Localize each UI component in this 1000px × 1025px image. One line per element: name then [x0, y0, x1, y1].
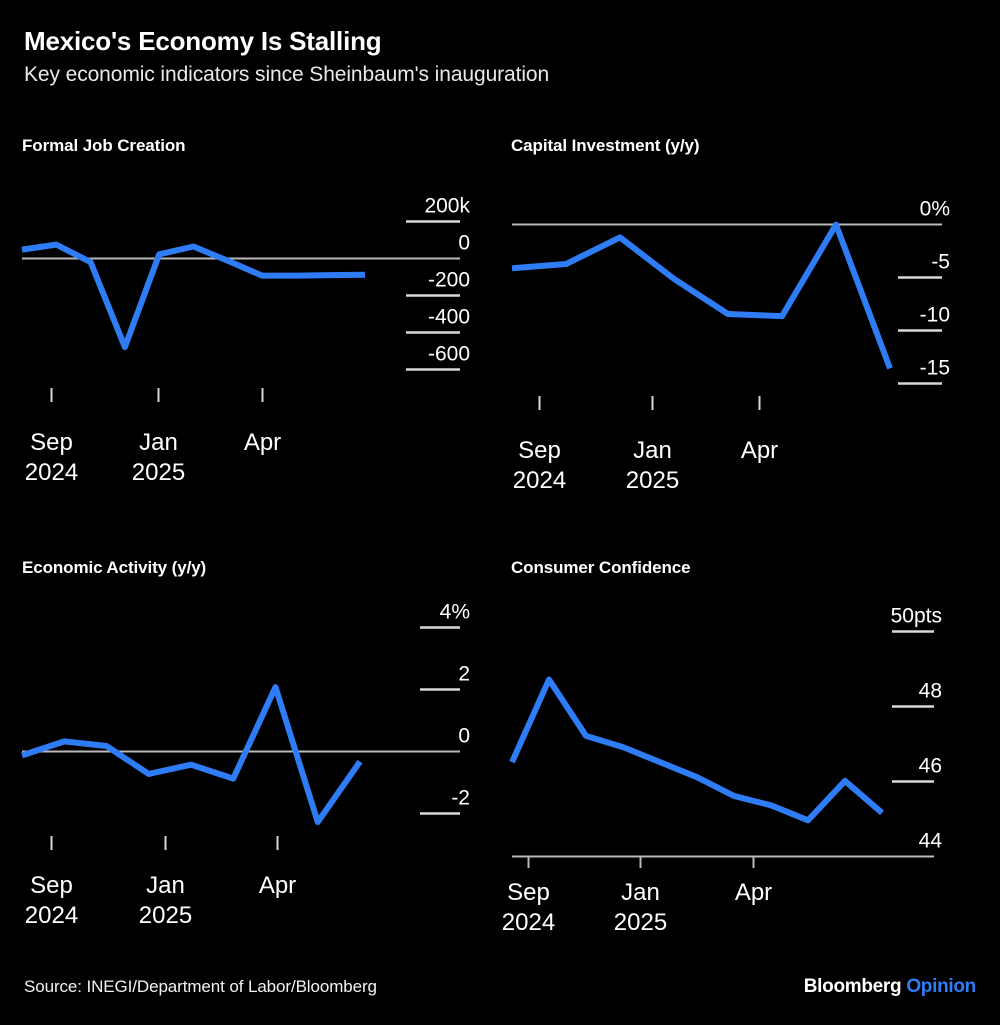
chart-svg-formal-job-creation: 200k 0 -200 -400 -600 Sep 2024 Jan 2025 Apr: [21, 195, 470, 486]
x-tick-label-month: Jan: [621, 879, 660, 906]
source-note: Source: INEGI/Department of Labor/Bloomb…: [24, 977, 377, 996]
x-tick-label-year: 2024: [25, 459, 78, 486]
x-tick-label-month: Jan: [146, 872, 185, 899]
y-tick-label: -200: [428, 269, 470, 292]
x-tick-label-year: 2024: [25, 902, 78, 929]
y-tick-label: 0: [458, 725, 470, 748]
chart-panel-capital-investment: Capital Investment (y/y): [511, 136, 700, 156]
page-subtitle: Key economic indicators since Sheinbaum'…: [24, 63, 550, 86]
x-tick-label-year: 2024: [513, 467, 566, 494]
y-tick-label: 200k: [424, 195, 470, 218]
data-series-line-formal-job-creation: [21, 241, 366, 351]
y-tick-label: 0: [458, 232, 470, 255]
x-tick-label-month: Sep: [30, 429, 73, 456]
y-tick-label: 2: [458, 663, 470, 686]
x-tick-label-month: Jan: [633, 437, 672, 464]
chart-plot-economic-activity: 4% 2 0 -2 Sep 2024 Jan 2025 Apr: [0, 588, 480, 933]
x-tick-label-year: 2024: [502, 909, 555, 933]
chart-title-capital-investment: Capital Investment (y/y): [511, 136, 700, 155]
y-tick-label: 4%: [440, 601, 470, 624]
x-tick-label-month: Jan: [139, 429, 178, 456]
y-tick-label: 44: [919, 830, 943, 853]
y-tick-label: 46: [919, 755, 942, 778]
chart-panel-formal-job-creation: Formal Job Creation: [22, 136, 186, 156]
x-tick-label-month: Apr: [244, 429, 281, 456]
x-tick-label-month: Sep: [30, 872, 73, 899]
x-tick-label-year: 2025: [614, 909, 667, 933]
chart-svg-economic-activity: 4% 2 0 -2 Sep 2024 Jan 2025 Apr: [21, 601, 470, 929]
y-tick-label: -15: [920, 357, 950, 380]
x-tick-label-month: Sep: [518, 437, 561, 464]
x-tick-label-month: Sep: [507, 879, 550, 906]
y-tick-label: -5: [931, 251, 950, 274]
chart-title-consumer-confidence: Consumer Confidence: [511, 558, 691, 577]
y-tick-label: -10: [920, 304, 950, 327]
y-tick-label: 48: [919, 680, 942, 703]
x-tick-label-year: 2025: [132, 459, 185, 486]
y-tick-label: -400: [428, 306, 470, 329]
y-tick-label: -2: [451, 787, 470, 810]
data-series-line-capital-investment: [511, 221, 893, 370]
y-tick-label: 0%: [920, 198, 950, 221]
chart-title-formal-job-creation: Formal Job Creation: [22, 136, 186, 155]
x-tick-label-month: Apr: [259, 872, 296, 899]
chart-panel-economic-activity: Economic Activity (y/y): [22, 558, 206, 578]
y-tick-label: 50pts: [891, 605, 942, 628]
y-tick-label: -600: [428, 343, 470, 366]
chart-plot-consumer-confidence: 50pts 48 46 44 Sep 2024 Jan 2025 Apr: [490, 588, 1000, 934]
logo-product-text: Opinion: [906, 976, 976, 997]
chart-title-economic-activity: Economic Activity (y/y): [22, 558, 207, 577]
data-series-line-economic-activity: [21, 684, 363, 826]
chart-plot-formal-job-creation: 200k 0 -200 -400 -600 Sep 2024 Jan 2025 Apr: [0, 166, 480, 501]
page-title: Mexico's Economy Is Stalling: [24, 26, 382, 56]
bloomberg-opinion-logo: Bloomberg Opinion: [803, 976, 977, 998]
chart-svg-consumer-confidence: 50pts 48 46 44 Sep 2024 Jan 2025 Apr: [502, 605, 943, 934]
x-tick-label-year: 2025: [139, 902, 192, 929]
data-series-line-consumer-confidence: [509, 676, 884, 824]
chart-svg-capital-investment: 0% -5 -10 -15 Sep 2024 Jan 2025 Apr: [511, 198, 950, 494]
chart-plot-capital-investment: 0% -5 -10 -15 Sep 2024 Jan 2025 Apr: [490, 166, 1000, 501]
logo-brand-text: Bloomberg: [803, 976, 902, 997]
x-tick-label-month: Apr: [735, 879, 772, 906]
chart-panel-consumer-confidence: Consumer Confidence: [511, 558, 691, 578]
x-tick-label-month: Apr: [741, 437, 778, 464]
header: Mexico's Economy Is Stalling Key economi…: [24, 24, 964, 90]
x-tick-label-year: 2025: [626, 467, 679, 494]
footer: Source: INEGI/Department of Labor/Bloomb…: [24, 976, 977, 1007]
